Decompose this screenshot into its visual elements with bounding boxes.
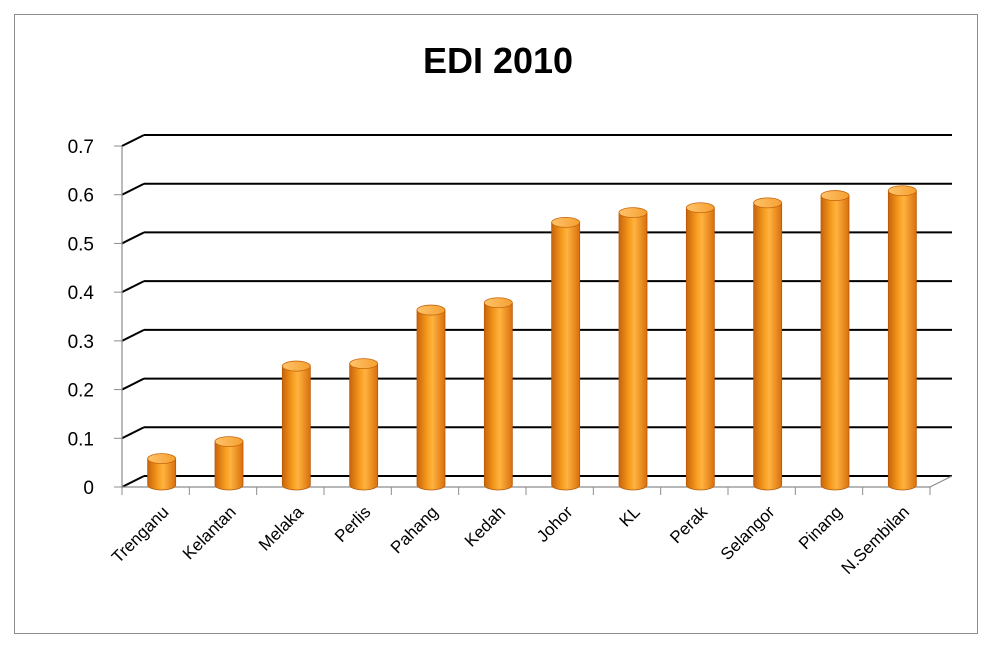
bar-body — [551, 221, 581, 491]
gridline-depth — [121, 182, 145, 196]
x-tick-label: Perlis — [331, 502, 374, 545]
bar — [349, 358, 379, 491]
bar — [483, 297, 513, 491]
gridline-depth — [121, 426, 145, 440]
y-tick-label: 0.2 — [68, 381, 94, 402]
gridlines — [121, 134, 952, 488]
x-tick-label: Selangor — [717, 502, 779, 564]
bar — [416, 304, 446, 491]
bar — [753, 197, 783, 491]
x-tick-label: Pinang — [795, 502, 846, 553]
bar-body — [214, 441, 244, 491]
bar-body — [416, 309, 446, 491]
bar — [685, 202, 715, 491]
x-axis-depth — [929, 475, 953, 488]
gridline-depth — [121, 280, 145, 294]
bar-top — [281, 360, 311, 372]
x-tick-label: KL — [616, 502, 644, 530]
axes — [114, 145, 953, 495]
x-tick-label: Johor — [533, 502, 577, 546]
y-tick-label: 0 — [83, 478, 94, 499]
y-tick-label: 0.1 — [68, 429, 94, 450]
bar-top — [753, 197, 783, 209]
bar-body — [753, 202, 783, 491]
bar-top — [685, 202, 715, 214]
bar-top — [349, 358, 379, 370]
bar-body — [887, 190, 917, 491]
bar-top — [214, 436, 244, 447]
x-tick-label: Melaka — [255, 502, 308, 555]
chart-title: EDI 2010 — [422, 40, 574, 81]
gridline-depth — [121, 475, 145, 488]
y-tick-label: 0.4 — [68, 283, 95, 304]
bar — [281, 360, 311, 491]
x-tick-label: Pahang — [387, 502, 442, 557]
bar-top — [483, 297, 513, 309]
gridline-depth — [121, 231, 145, 245]
x-tick-label: Trenganu — [108, 502, 172, 566]
y-tick-label: 0.5 — [68, 234, 94, 255]
bar-body — [685, 207, 715, 491]
gridline-depth — [121, 134, 145, 147]
bar-top — [416, 304, 446, 316]
x-tick-label: Kedah — [461, 502, 509, 550]
bar-top — [147, 453, 177, 465]
y-tick-label: 0.7 — [68, 137, 94, 158]
bar-body — [618, 212, 648, 491]
bar-body — [483, 302, 513, 491]
bar — [887, 185, 917, 491]
gridline-depth — [121, 328, 145, 342]
bar-body — [281, 365, 311, 491]
bar — [147, 453, 177, 491]
bar-top — [887, 185, 917, 197]
bar — [551, 216, 581, 491]
bar-body — [147, 458, 177, 491]
gridline-depth — [121, 377, 145, 391]
y-tick-label: 0.3 — [68, 332, 94, 353]
x-tick-label: Perak — [666, 502, 711, 547]
bar-top — [551, 216, 581, 228]
x-tick-label: N.Sembilan — [838, 502, 914, 578]
bar — [214, 436, 244, 491]
bar — [820, 190, 850, 491]
bar-body — [820, 195, 850, 491]
bar-top — [820, 190, 850, 201]
bars — [147, 185, 917, 491]
bar — [618, 207, 648, 491]
y-tick-label: 0.6 — [68, 186, 94, 207]
x-tick-label: Kelantan — [179, 502, 240, 563]
bar-top — [618, 207, 648, 219]
bar-body — [349, 363, 379, 491]
